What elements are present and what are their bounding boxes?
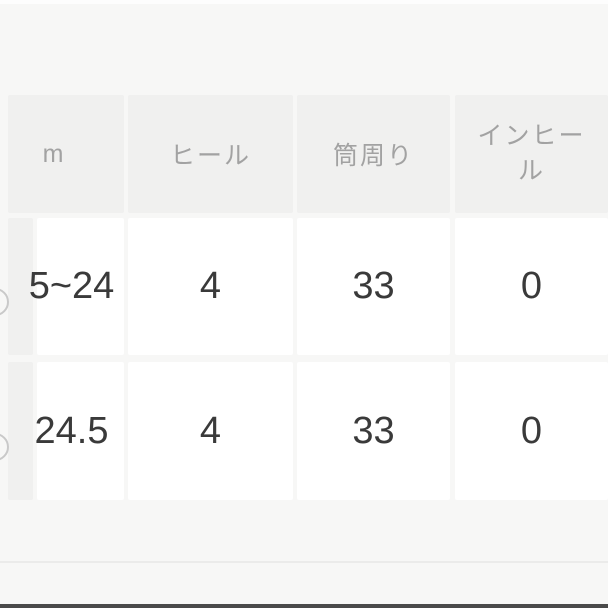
size-mark-circle-icon — [0, 288, 9, 316]
row1-size-cm-cell: 5~24 — [29, 218, 124, 355]
top-strip — [0, 0, 608, 4]
row2-heel-cell: 4 — [128, 362, 293, 500]
row1-heel-cell: 4 — [128, 218, 293, 355]
row1-inheel-value: 0 — [520, 265, 543, 307]
row2-size-cm-value: 24.5 — [34, 409, 109, 452]
col-header-inheel: インヒール — [455, 95, 608, 213]
row2-shaft-circumference-value: 33 — [352, 409, 395, 452]
row1-size-cm-value: 5~24 — [28, 265, 115, 307]
section-divider — [0, 561, 608, 563]
row2-size-cm-cell: 24.5 — [34, 362, 124, 500]
row1-inheel-cell: 0 — [455, 218, 608, 355]
col-header-inheel-label: インヒール — [477, 122, 586, 185]
bottom-bar — [0, 604, 608, 608]
row2-inheel-cell: 0 — [455, 362, 608, 500]
row2-size-mark-cell — [0, 362, 33, 500]
col-header-size-cm: m — [8, 95, 124, 213]
col-header-size-cm-label: m — [42, 139, 66, 168]
row1-heel-value: 4 — [199, 265, 222, 307]
col-header-heel-label: ヒール — [169, 142, 251, 170]
row2-heel-value: 4 — [199, 409, 222, 452]
row2-inheel-value: 0 — [520, 409, 543, 452]
row1-shaft-circumference-value: 33 — [352, 265, 395, 307]
size-mark-circle-icon — [0, 433, 9, 461]
col-header-heel: ヒール — [128, 95, 293, 213]
row1-size-mark-cell — [0, 218, 33, 355]
col-header-shaft-circumference-label: 筒周り — [332, 142, 414, 170]
col-header-shaft-circumference: 筒周り — [297, 95, 450, 213]
row1-shaft-circumference-cell: 33 — [297, 218, 450, 355]
row2-shaft-circumference-cell: 33 — [297, 362, 450, 500]
